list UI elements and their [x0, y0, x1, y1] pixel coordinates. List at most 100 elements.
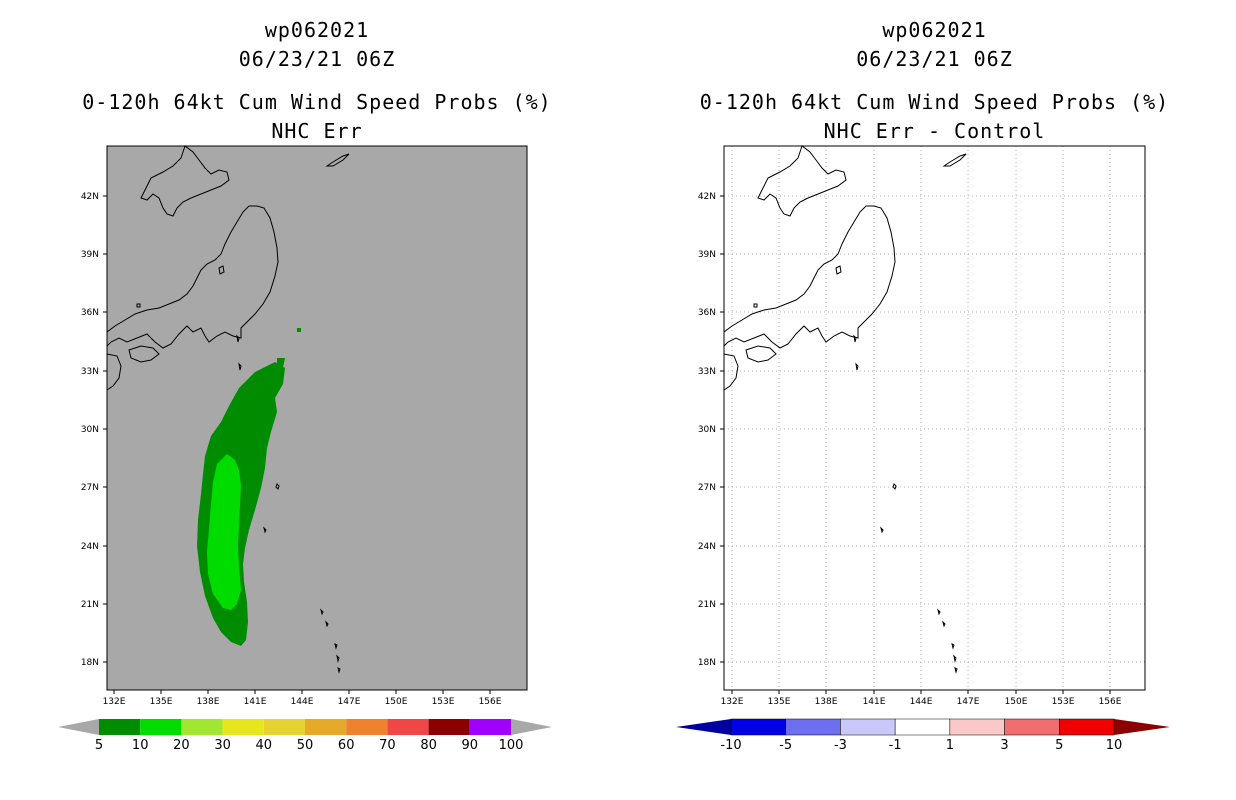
- lat-label: 18N: [698, 658, 716, 668]
- right-map-background: [724, 146, 1145, 690]
- lon-label: 138E: [197, 697, 220, 707]
- colorbar-label: 5: [1055, 738, 1063, 753]
- lon-label: 153E: [1052, 697, 1075, 707]
- colorbar-label: 50: [297, 738, 314, 753]
- colorbar-label: -1: [889, 738, 902, 753]
- coastline-segment: [325, 153, 350, 167]
- left-axis-ticks: 42N 39N 36N 33N 30N 27N 24N 21N 18N 132E 135E 138E 1…: [81, 192, 502, 707]
- coastline-segment: [336, 654, 340, 663]
- left-map-background: [107, 146, 527, 690]
- lon-label: 135E: [768, 697, 791, 707]
- lat-label: 21N: [81, 600, 99, 610]
- coastline-segment: [238, 362, 242, 371]
- lat-label: 24N: [81, 542, 99, 552]
- colorbar-label: 20: [173, 738, 190, 753]
- coastline-segment: [757, 145, 847, 217]
- coastline-segment: [218, 265, 225, 275]
- lat-label: 39N: [698, 250, 716, 260]
- colorbar-swatch: [140, 719, 182, 735]
- coastline-segment: [337, 667, 341, 674]
- coastline-segment: [128, 345, 160, 363]
- prob-region-5pct-dot: [297, 328, 301, 332]
- lon-label: 141E: [863, 697, 886, 707]
- left-probability-field: [197, 328, 301, 646]
- lon-label: 147E: [957, 697, 980, 707]
- colorbar-label: 70: [379, 738, 396, 753]
- right-storm-id: wp062021: [882, 18, 987, 42]
- coastline-segment: [106, 205, 279, 349]
- colorbar-swatch: [949, 718, 1005, 736]
- right-product-title: 0-120h 64kt Cum Wind Speed Probs (%): [699, 90, 1170, 114]
- colorbar-swatch: [181, 719, 223, 735]
- left-map-frame: [106, 145, 528, 691]
- colorbar-swatch: [785, 718, 841, 736]
- right-colorbar: -10 -5 -3 -1 1 3 5 10: [676, 718, 1170, 753]
- coastline-segment: [320, 608, 324, 616]
- lat-label: 36N: [81, 308, 99, 318]
- lon-label: 156E: [479, 697, 502, 707]
- colorbar-swatch: [305, 719, 347, 735]
- lat-label: 18N: [81, 658, 99, 668]
- coastline-segment: [937, 608, 941, 616]
- colorbar-label: 80: [420, 738, 437, 753]
- coastline-segment: [325, 620, 329, 628]
- colorbar-swatch: [730, 718, 786, 736]
- lon-label: 156E: [1099, 697, 1122, 707]
- lon-label: 135E: [150, 697, 173, 707]
- lon-label: 141E: [244, 697, 267, 707]
- colorbar-label: 5: [95, 738, 103, 753]
- left-product-title: 0-120h 64kt Cum Wind Speed Probs (%): [82, 90, 552, 114]
- lon-label: 147E: [338, 697, 361, 707]
- coastline-segment: [892, 483, 897, 490]
- right-axis-ticks: 42N 39N 36N 33N 30N 27N 24N 21N 18N 132E 135E 138E 1…: [698, 192, 1122, 707]
- colorbar-swatch: [894, 718, 951, 736]
- right-map-frame: [723, 145, 1146, 691]
- lat-label: 30N: [81, 425, 99, 435]
- colorbar-left-arrow: [58, 719, 99, 735]
- coastline-segment: [942, 153, 967, 167]
- coastline-segment: [853, 334, 857, 343]
- coastline-segment: [723, 205, 896, 349]
- colorbar-label: 90: [462, 738, 479, 753]
- lat-label: 27N: [698, 483, 716, 493]
- colorbar-label: 40: [256, 738, 273, 753]
- right-subtitle: NHC Err - Control: [823, 119, 1046, 143]
- coastline-segment: [334, 643, 338, 650]
- coastline-segment: [953, 654, 957, 663]
- right-datetime: 06/23/21 06Z: [856, 47, 1013, 71]
- colorbar-swatch: [263, 719, 305, 735]
- coastline-segment: [745, 345, 777, 363]
- right-gridlines: [724, 146, 1145, 690]
- lon-label: 153E: [432, 697, 455, 707]
- colorbar-right-arrow: [1114, 719, 1170, 735]
- colorbar-label: 100: [499, 738, 524, 753]
- colorbar-label: 1: [946, 738, 954, 753]
- coastline-segment: [136, 303, 141, 308]
- left-storm-id: wp062021: [264, 18, 370, 42]
- coastline-segment: [140, 145, 230, 217]
- colorbar-swatch: [840, 718, 896, 736]
- lon-label: 150E: [385, 697, 408, 707]
- coastline-segment: [951, 643, 955, 650]
- colorbar-swatch: [99, 719, 141, 735]
- colorbar-label: -5: [779, 738, 792, 753]
- colorbar-label: -3: [834, 738, 847, 753]
- lat-label: 24N: [698, 542, 716, 552]
- lon-label: 132E: [103, 697, 126, 707]
- lon-label: 144E: [910, 697, 933, 707]
- coastline-segment: [835, 265, 842, 275]
- coastline-segment: [236, 334, 240, 343]
- lat-label: 21N: [698, 600, 716, 610]
- coastline-segment: [753, 303, 758, 308]
- right-map-panel: 42N 39N 36N 33N 30N 27N 24N 21N 18N 132E 135E 138E 1…: [676, 145, 1170, 753]
- lon-label: 138E: [815, 697, 838, 707]
- lat-label: 42N: [698, 192, 716, 202]
- lon-label: 150E: [1005, 697, 1028, 707]
- colorbar-right-arrow: [511, 719, 552, 735]
- coastline-segment: [954, 667, 958, 674]
- left-datetime: 06/23/21 06Z: [238, 47, 396, 71]
- lat-label: 39N: [81, 250, 99, 260]
- prob-region-10pct: [207, 454, 241, 610]
- lat-label: 33N: [698, 367, 716, 377]
- colorbar-swatch: [222, 719, 264, 735]
